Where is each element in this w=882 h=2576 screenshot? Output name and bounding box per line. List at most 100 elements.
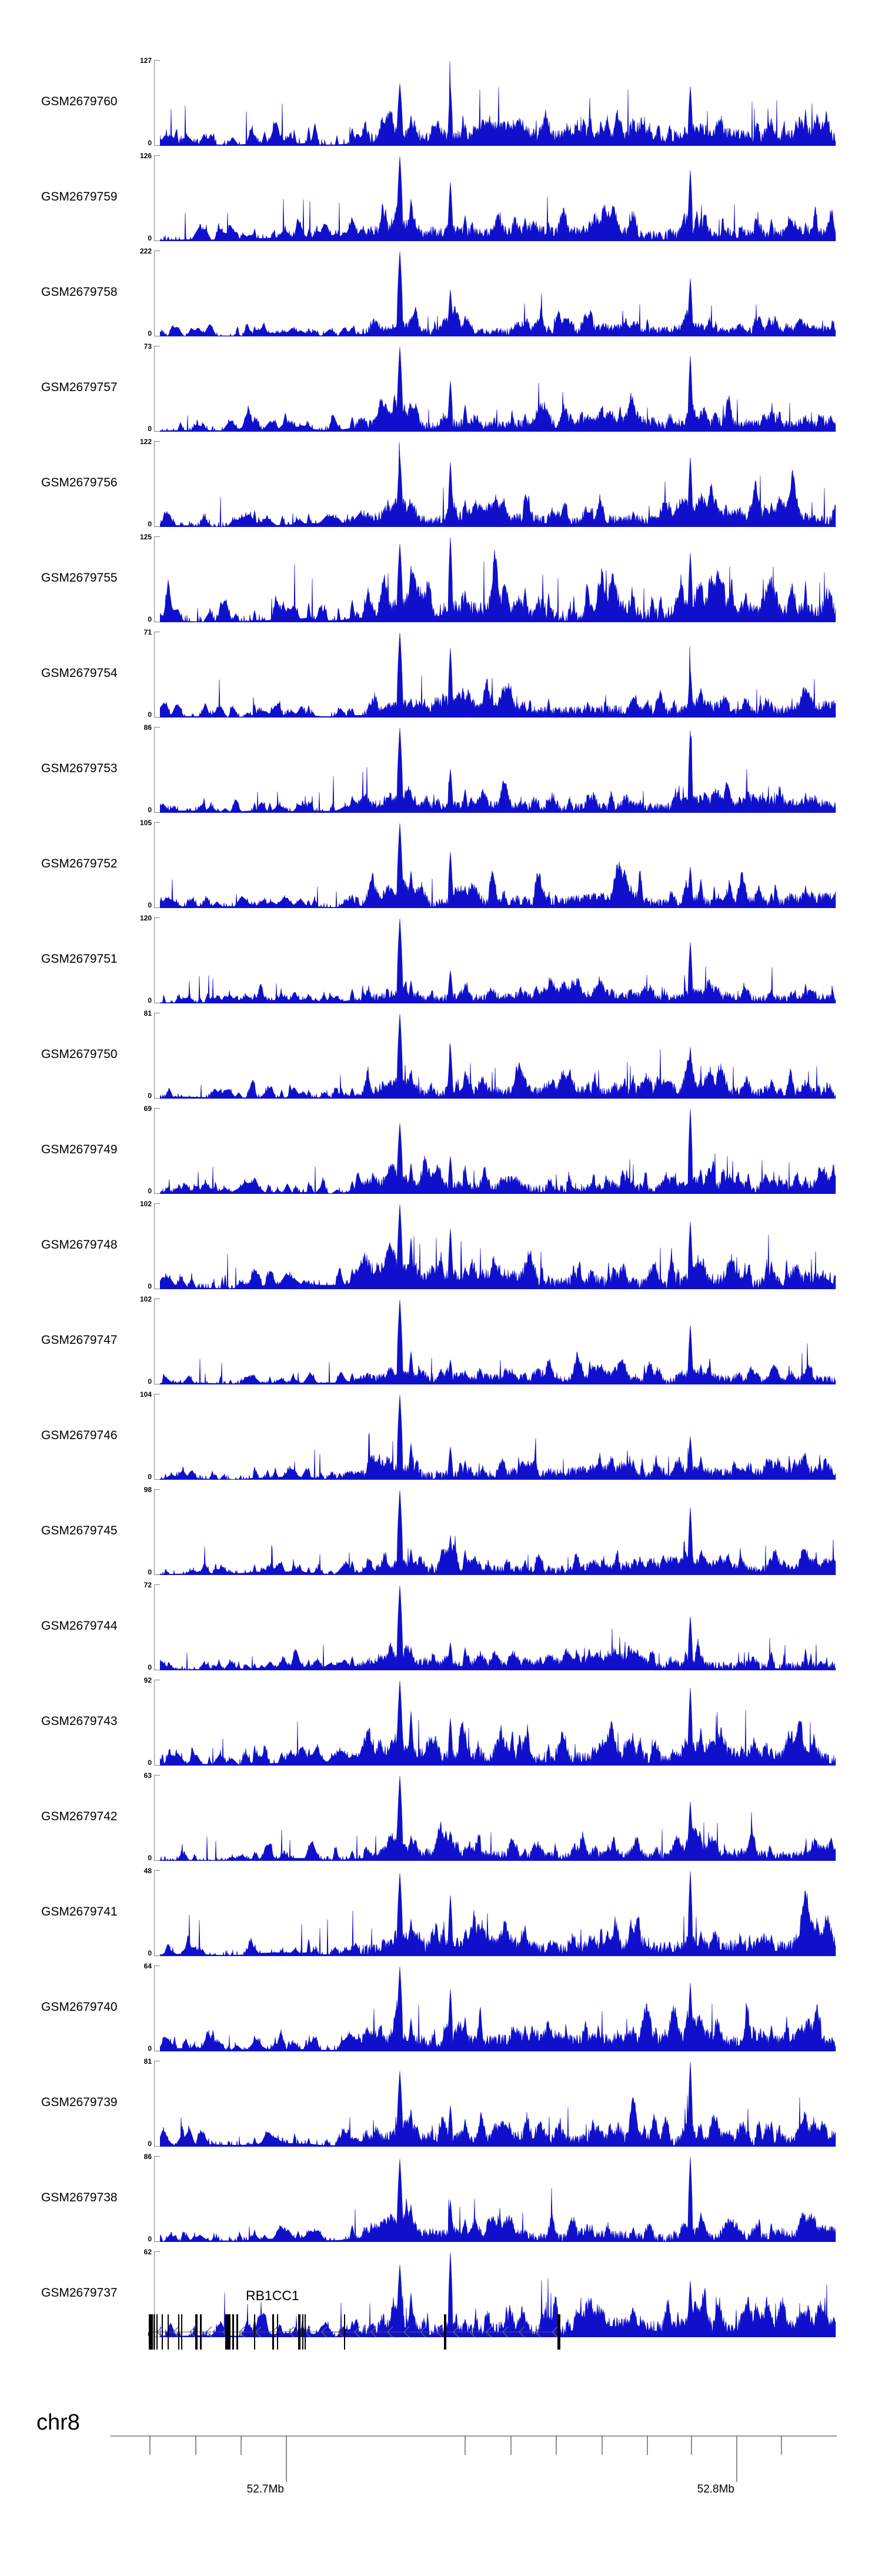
coverage-plot[interactable] <box>160 2156 836 2242</box>
coverage-plot[interactable] <box>160 1680 836 1766</box>
signal-track[interactable]: GSM2679759 126 0 <box>0 152 882 251</box>
track-axis-scale: 126 0 <box>115 152 152 242</box>
coverage-plot[interactable] <box>160 1394 836 1480</box>
coverage-plot[interactable] <box>160 1870 836 1956</box>
coverage-plot[interactable] <box>160 60 836 146</box>
track-sample-label: GSM2679747 <box>41 1333 118 1347</box>
signal-track[interactable]: GSM2679750 81 0 <box>0 1010 882 1108</box>
track-axis-scale: 86 0 <box>115 724 152 813</box>
track-sample-label: GSM2679749 <box>41 1143 118 1156</box>
track-axis-scale: 98 0 <box>115 1486 152 1576</box>
axis-min-value: 0 <box>148 2235 152 2243</box>
axis-min-value: 0 <box>148 1663 152 1671</box>
axis-max-value: 86 <box>143 2153 152 2161</box>
signal-track[interactable]: GSM2679746 104 0 <box>0 1391 882 1489</box>
axis-max-value: 222 <box>139 247 152 255</box>
track-axis-scale: 63 0 <box>115 1771 152 1861</box>
track-axis-scale: 64 0 <box>115 1963 152 2052</box>
axis-min-value: 0 <box>148 520 152 528</box>
track-sample-label: GSM2679750 <box>41 1047 118 1061</box>
coverage-plot[interactable] <box>160 536 836 622</box>
axis-min-value: 0 <box>148 996 152 1005</box>
axis-bracket <box>154 727 160 813</box>
coverage-plot[interactable] <box>160 1108 836 1194</box>
coverage-plot[interactable] <box>160 346 836 432</box>
track-axis-scale: 104 0 <box>115 1391 152 1480</box>
axis-tick-label: 52.8Mb <box>697 2483 734 2495</box>
axis-max-value: 72 <box>143 1581 152 1589</box>
track-axis-scale: 105 0 <box>115 819 152 909</box>
coverage-plot[interactable] <box>160 1299 836 1384</box>
signal-track[interactable]: GSM2679757 73 0 <box>0 343 882 441</box>
signal-track[interactable]: GSM2679760 127 0 <box>0 57 882 155</box>
signal-track[interactable]: GSM2679753 86 0 <box>0 724 882 822</box>
axis-min-value: 0 <box>148 234 152 242</box>
axis-bracket <box>154 441 160 527</box>
signal-track[interactable]: GSM2679747 102 0 <box>0 1296 882 1394</box>
track-axis-scale: 69 0 <box>115 1105 152 1194</box>
coverage-plot[interactable] <box>160 822 836 908</box>
coverage-plot[interactable] <box>160 2061 836 2147</box>
axis-bracket <box>154 1489 160 1575</box>
axis-max-value: 63 <box>143 1771 152 1780</box>
coverage-plot[interactable] <box>160 251 836 336</box>
axis-bracket <box>154 2156 160 2242</box>
axis-bracket <box>154 346 160 432</box>
track-sample-label: GSM2679758 <box>41 285 118 299</box>
track-sample-label: GSM2679746 <box>41 1429 118 1442</box>
signal-track[interactable]: GSM2679751 120 0 <box>0 915 882 1013</box>
axis-max-value: 125 <box>139 533 152 541</box>
signal-track[interactable]: GSM2679752 105 0 <box>0 819 882 917</box>
track-sample-label: GSM2679742 <box>41 1810 118 1823</box>
axis-min-value: 0 <box>148 1949 152 1957</box>
signal-track[interactable]: GSM2679754 71 0 <box>0 629 882 727</box>
coverage-plot[interactable] <box>160 632 836 718</box>
track-sample-label: GSM2679757 <box>41 381 118 394</box>
signal-track[interactable]: GSM2679740 64 0 <box>0 1963 882 2061</box>
track-axis-scale: 125 0 <box>115 533 152 623</box>
axis-min-value: 0 <box>148 1568 152 1576</box>
axis-min-value: 0 <box>148 329 152 338</box>
signal-track[interactable]: GSM2679738 86 0 <box>0 2153 882 2251</box>
track-sample-label: GSM2679740 <box>41 2000 118 2014</box>
coverage-plot[interactable] <box>160 1966 836 2051</box>
coverage-plot[interactable] <box>160 1013 836 1099</box>
track-axis-scale: 86 0 <box>115 2153 152 2243</box>
signal-track[interactable]: GSM2679745 98 0 <box>0 1486 882 1584</box>
axis-min-value: 0 <box>148 425 152 433</box>
coverage-plot[interactable] <box>160 1775 836 1861</box>
coverage-plot[interactable] <box>160 155 836 241</box>
track-axis-scale: 72 0 <box>115 1581 152 1671</box>
track-axis-scale: 222 0 <box>115 247 152 338</box>
axis-bracket <box>154 536 160 622</box>
coverage-plot[interactable] <box>160 441 836 527</box>
signal-track[interactable]: GSM2679741 48 0 <box>0 1867 882 1966</box>
axis-min-value: 0 <box>148 139 152 147</box>
coverage-plot[interactable] <box>160 1489 836 1575</box>
signal-track[interactable]: GSM2679744 72 0 <box>0 1581 882 1680</box>
axis-bracket <box>154 1584 160 1670</box>
track-sample-label: GSM2679759 <box>41 190 118 203</box>
signal-track[interactable]: GSM2679755 125 0 <box>0 533 882 632</box>
track-sample-label: GSM2679756 <box>41 476 118 489</box>
track-sample-label: GSM2679748 <box>41 1238 118 1252</box>
axis-bracket <box>154 1966 160 2051</box>
signal-track[interactable]: GSM2679748 102 0 <box>0 1200 882 1299</box>
coverage-plot[interactable] <box>160 917 836 1003</box>
axis-min-value: 0 <box>148 615 152 623</box>
axis-bracket <box>154 2061 160 2147</box>
signal-track[interactable]: GSM2679742 63 0 <box>0 1771 882 1870</box>
coverage-plot[interactable] <box>160 727 836 813</box>
track-axis-scale: 48 0 <box>115 1867 152 1957</box>
signal-track[interactable]: GSM2679743 92 0 <box>0 1677 882 1775</box>
signal-track[interactable]: GSM2679758 222 0 <box>0 247 882 346</box>
signal-track[interactable]: GSM2679749 69 0 <box>0 1105 882 1203</box>
signal-track[interactable]: GSM2679739 81 0 <box>0 2058 882 2156</box>
signal-track[interactable]: GSM2679756 122 0 <box>0 438 882 536</box>
coverage-plot[interactable] <box>160 1203 836 1289</box>
track-axis-scale: 71 0 <box>115 629 152 718</box>
coverage-plot[interactable] <box>160 1584 836 1670</box>
